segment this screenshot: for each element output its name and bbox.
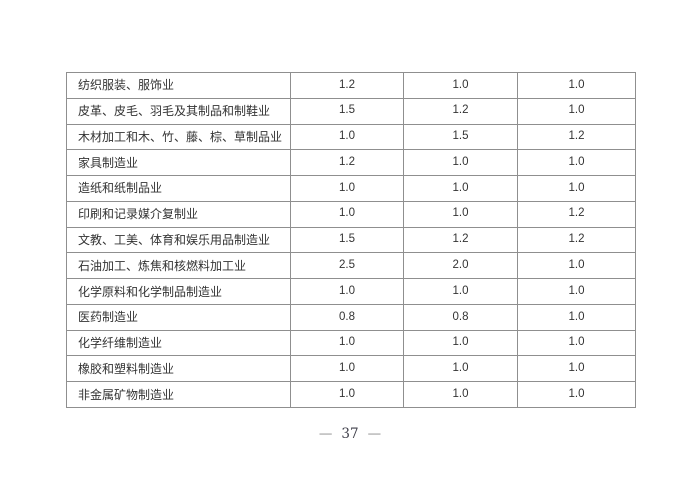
table-row: 医药制造业 0.8 0.8 1.0 (66, 303, 636, 331)
value-cell: 1.2 (517, 200, 636, 228)
value-cell: 1.0 (517, 381, 636, 408)
value-cell: 0.8 (403, 303, 518, 331)
page-number: 37 (341, 426, 359, 442)
value-cell: 1.0 (403, 200, 518, 228)
value-cell: 1.0 (290, 355, 404, 383)
value-cell: 1.0 (517, 72, 636, 99)
industry-name-cell: 化学原料和化学制品制造业 (66, 278, 291, 305)
table-row: 非金属矿物制造业 1.0 1.0 1.0 (66, 381, 636, 408)
value-cell: 1.0 (403, 149, 518, 177)
value-cell: 1.0 (517, 175, 636, 202)
footer-dash-left: — (318, 426, 333, 442)
value-cell: 1.0 (403, 278, 518, 305)
industry-name-cell: 文教、工美、体育和娱乐用品制造业 (66, 226, 291, 254)
table-row: 文教、工美、体育和娱乐用品制造业 1.5 1.2 1.2 (66, 226, 636, 254)
value-cell: 1.0 (403, 72, 518, 99)
industry-name-cell: 石油加工、炼焦和核燃料加工业 (66, 252, 291, 280)
table-row: 化学原料和化学制品制造业 1.0 1.0 1.0 (66, 278, 636, 305)
industry-name-cell: 橡胶和塑料制造业 (66, 355, 291, 383)
value-cell: 1.5 (403, 123, 518, 151)
value-cell: 2.0 (403, 252, 518, 280)
table-row: 橡胶和塑料制造业 1.0 1.0 1.0 (66, 355, 636, 383)
value-cell: 1.2 (403, 226, 518, 254)
value-cell: 1.0 (403, 329, 518, 357)
value-cell: 1.0 (403, 175, 518, 202)
industry-name-cell: 非金属矿物制造业 (66, 381, 291, 408)
table-row: 皮革、皮毛、羽毛及其制品和制鞋业 1.5 1.2 1.0 (66, 97, 636, 125)
industry-name-cell: 家具制造业 (66, 149, 291, 177)
value-cell: 1.0 (290, 175, 404, 202)
footer-dash-right: — (367, 426, 382, 442)
table-row: 石油加工、炼焦和核燃料加工业 2.5 2.0 1.0 (66, 252, 636, 280)
industry-name-cell: 皮革、皮毛、羽毛及其制品和制鞋业 (66, 97, 291, 125)
value-cell: 1.2 (290, 72, 404, 99)
industry-name-cell: 印刷和记录媒介复制业 (66, 200, 291, 228)
value-cell: 1.0 (517, 355, 636, 383)
value-cell: 1.0 (517, 329, 636, 357)
industry-name-cell: 造纸和纸制品业 (66, 175, 291, 202)
value-cell: 0.8 (290, 303, 404, 331)
value-cell: 1.0 (403, 381, 518, 408)
value-cell: 1.2 (517, 123, 636, 151)
table-row: 木材加工和木、竹、藤、棕、草制品业 1.0 1.5 1.2 (66, 123, 636, 151)
value-cell: 1.2 (403, 97, 518, 125)
value-cell: 1.0 (290, 200, 404, 228)
table-row: 化学纤维制造业 1.0 1.0 1.0 (66, 329, 636, 357)
value-cell: 1.0 (290, 123, 404, 151)
value-cell: 1.0 (290, 329, 404, 357)
page-footer: — 37 — (0, 427, 700, 442)
industry-name-cell: 纺织服装、服饰业 (66, 72, 291, 99)
value-cell: 1.0 (290, 278, 404, 305)
value-cell: 1.0 (290, 381, 404, 408)
value-cell: 1.0 (517, 303, 636, 331)
table-row: 印刷和记录媒介复制业 1.0 1.0 1.2 (66, 200, 636, 228)
value-cell: 1.0 (517, 97, 636, 125)
value-cell: 1.0 (517, 252, 636, 280)
industry-coefficient-table: 纺织服装、服饰业 1.2 1.0 1.0 皮革、皮毛、羽毛及其制品和制鞋业 1.… (66, 72, 636, 408)
table-row: 造纸和纸制品业 1.0 1.0 1.0 (66, 175, 636, 202)
industry-name-cell: 化学纤维制造业 (66, 329, 291, 357)
value-cell: 1.0 (517, 278, 636, 305)
value-cell: 1.0 (403, 355, 518, 383)
value-cell: 1.5 (290, 97, 404, 125)
value-cell: 1.2 (517, 226, 636, 254)
industry-name-cell: 医药制造业 (66, 303, 291, 331)
table-row: 家具制造业 1.2 1.0 1.0 (66, 149, 636, 177)
value-cell: 1.0 (517, 149, 636, 177)
value-cell: 1.5 (290, 226, 404, 254)
table-row: 纺织服装、服饰业 1.2 1.0 1.0 (66, 72, 636, 99)
value-cell: 1.2 (290, 149, 404, 177)
value-cell: 2.5 (290, 252, 404, 280)
industry-name-cell: 木材加工和木、竹、藤、棕、草制品业 (66, 123, 291, 151)
